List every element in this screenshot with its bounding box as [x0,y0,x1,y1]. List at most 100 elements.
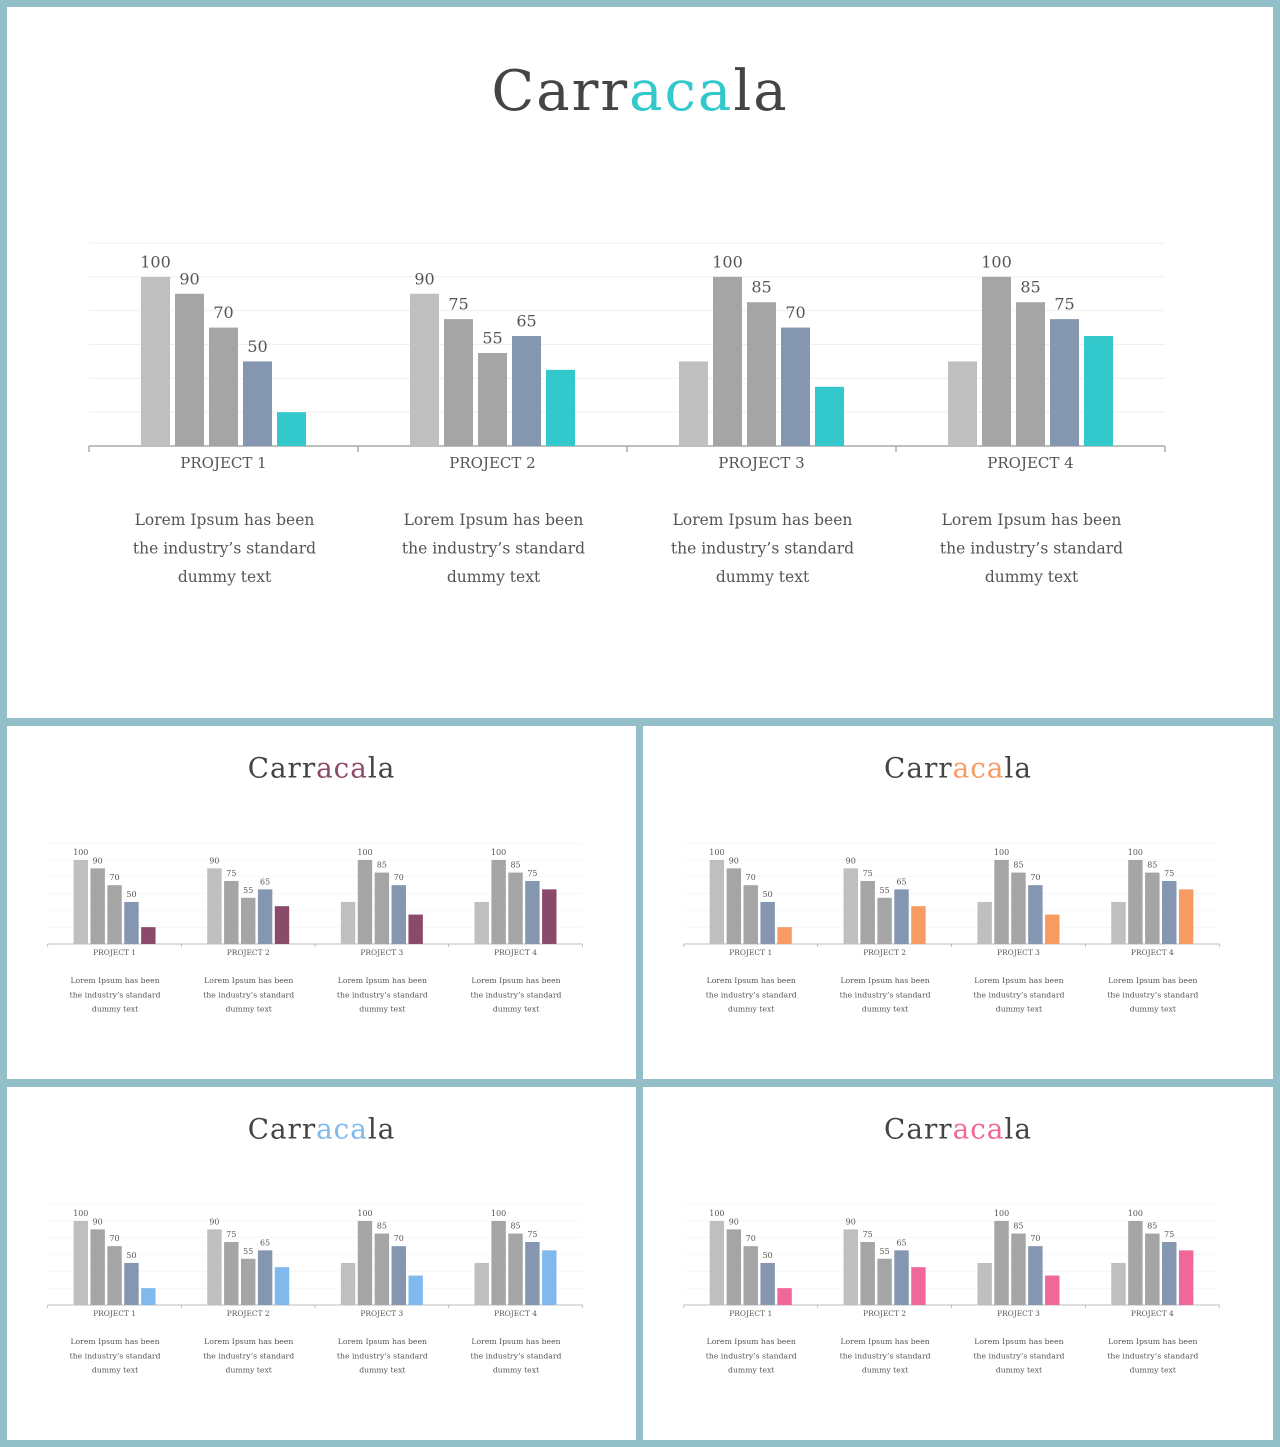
value-label: 55 [243,1247,253,1256]
title-part: aca [953,751,1005,784]
description-line: dummy text [728,1004,775,1013]
value-label: 85 [377,861,387,870]
value-label: 85 [510,861,520,870]
description-line: dummy text [226,1365,273,1374]
description-line: Lorem Ipsum has been [471,976,560,985]
bar [224,880,239,944]
bar [894,889,909,944]
title-part: aca [316,1112,368,1145]
value-label: 90 [846,856,856,865]
bar [175,293,204,446]
bar [1028,885,1043,944]
description-line: Lorem Ipsum has been [338,976,427,985]
bar [911,1267,926,1305]
bar [124,901,139,944]
bar [374,1233,390,1305]
description-line: the industry’s standard [973,1351,1064,1360]
value-label: 55 [880,886,890,895]
description-line: Lorem Ipsum has been [204,976,293,985]
bar [1145,1233,1160,1305]
bar [512,336,541,446]
bar [877,897,892,944]
value-label: 90 [729,1217,739,1226]
bar [1011,872,1026,944]
bar [709,1220,725,1305]
bar [1128,1220,1143,1305]
value-label: 100 [709,1209,724,1218]
bar [444,319,473,446]
value-label: 75 [863,869,873,878]
category-label: PROJECT 1 [729,948,772,957]
description-line: the industry’s standard [671,540,854,558]
value-label: 70 [110,873,120,882]
category-label: PROJECT 2 [449,454,535,472]
bar [340,1262,356,1305]
slide-title: Carracala [248,1112,396,1145]
bar [478,352,507,446]
value-label: 90 [93,856,103,865]
value-label: 55 [880,1247,890,1256]
title-part: la [1004,1112,1032,1145]
bar [726,868,742,944]
bar [777,927,792,944]
slide-purple: Carracala 100 90 70 50 PROJECT 1 Lorem Ipsum h… [7,726,636,1079]
value-label: 90 [209,1217,219,1226]
description-line: Lorem Ipsum has been [840,1337,929,1346]
bar [124,1262,139,1305]
bar [340,901,356,944]
description-line: dummy text [226,1004,273,1013]
value-label: 85 [1013,1222,1023,1231]
description-line: Lorem Ipsum has been [404,511,584,529]
bar [374,872,390,944]
bar [726,1229,742,1305]
description-line: the industry’s standard [706,1351,797,1360]
bar [542,889,557,944]
value-label: 70 [746,873,756,882]
description-line: the industry’s standard [203,1351,294,1360]
bar [508,872,523,944]
description-line: the industry’s standard [706,990,797,999]
bar [994,1220,1009,1305]
description-line: the industry’s standard [1107,1351,1198,1360]
bar [982,276,1011,446]
description-line: Lorem Ipsum has been [338,1337,427,1346]
value-label: 70 [1030,1234,1040,1243]
bar [1111,901,1126,944]
description-line: Lorem Ipsum has been [840,976,929,985]
bar [274,1267,290,1305]
slide-title: Carracala [491,59,788,124]
category-label: PROJECT 2 [227,1309,270,1318]
title-part: Carr [248,751,316,784]
description-line: Lorem Ipsum has been [707,976,796,985]
title-part: aca [953,1112,1005,1145]
description-line: the industry’s standard [337,1351,428,1360]
bar [73,1220,88,1305]
value-label: 85 [510,1222,520,1231]
value-label: 100 [357,1209,372,1218]
value-label: 100 [140,252,171,271]
description-line: dummy text [359,1004,406,1013]
description-line: Lorem Ipsum has been [1108,1337,1197,1346]
value-label: 90 [846,1217,856,1226]
bar [241,1258,256,1305]
value-label: 90 [729,856,739,865]
bar [107,885,122,944]
title-part: la [368,1112,395,1145]
bar [357,1220,373,1305]
slide-orange: Carracala 100 90 70 50 PROJECT 1 Lorem Ipsum h… [643,726,1273,1079]
category-label: PROJECT 4 [494,1309,537,1318]
description-line: dummy text [996,1004,1043,1013]
value-label: 75 [863,1230,873,1239]
value-label: 70 [785,303,805,322]
category-label: PROJECT 4 [494,948,537,957]
description-line: the industry’s standard [973,990,1064,999]
category-label: PROJECT 4 [987,454,1073,472]
description-line: the industry’s standard [840,1351,931,1360]
bar [474,1262,489,1305]
value-label: 85 [751,278,771,297]
description-line: Lorem Ipsum has been [974,1337,1063,1346]
bar [546,369,575,446]
bar [777,1288,792,1305]
bar [1128,859,1143,944]
